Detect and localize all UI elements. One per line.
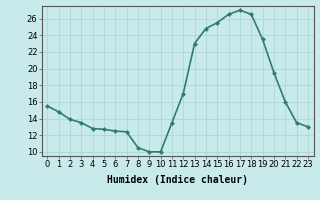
X-axis label: Humidex (Indice chaleur): Humidex (Indice chaleur) <box>107 175 248 185</box>
